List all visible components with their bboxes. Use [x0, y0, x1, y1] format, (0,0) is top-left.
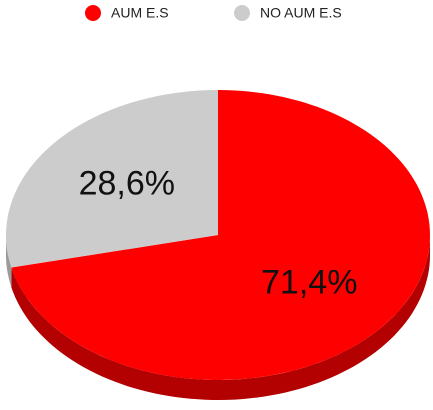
legend-label: AUM E.S [111, 5, 169, 21]
legend-swatch [234, 5, 250, 21]
slice [6, 90, 218, 268]
slice-side [6, 235, 12, 288]
slice [11, 90, 431, 380]
legend-swatch [85, 5, 101, 21]
data-label: 71,4% [261, 264, 357, 302]
data-label: 28,6% [79, 164, 175, 202]
legend-label: NO AUM E.S [260, 5, 342, 21]
